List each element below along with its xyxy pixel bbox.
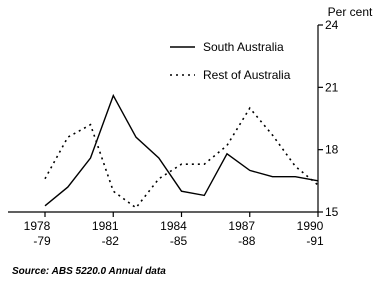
source-note: Source: ABS 5220.0 Annual data bbox=[12, 266, 166, 277]
x-tick-label-part: -82 bbox=[102, 234, 120, 248]
y-axis-label: Per cent bbox=[328, 5, 373, 19]
series-line bbox=[44, 106, 319, 209]
legend-label: Rest of Australia bbox=[203, 68, 291, 82]
y-tick-label: 21 bbox=[325, 80, 339, 94]
series-line bbox=[44, 93, 319, 207]
x-tick-label: 1981 -82 bbox=[92, 219, 119, 248]
x-tick-label-part: 1981 bbox=[92, 219, 119, 233]
y-tick-label: 15 bbox=[325, 205, 339, 219]
x-tick-label-part: -91 bbox=[306, 234, 324, 248]
x-tick-label-part: -88 bbox=[238, 234, 256, 248]
x-tick-label-part: -85 bbox=[170, 234, 188, 248]
x-tick-label-part: -79 bbox=[33, 234, 51, 248]
x-tick-label-part: 1987 bbox=[228, 219, 255, 233]
x-tick-label: 1978 -79 bbox=[24, 219, 51, 248]
x-tick-label-part: 1990 bbox=[297, 219, 324, 233]
x-tick-label: 1990 -91 bbox=[297, 219, 324, 248]
y-tick-label: 24 bbox=[325, 18, 339, 32]
x-tick-label-part: 1984 bbox=[160, 219, 187, 233]
legend-label: South Australia bbox=[203, 40, 284, 54]
x-tick-label: 1984 -85 bbox=[160, 219, 187, 248]
x-tick-label-part: 1978 bbox=[24, 219, 51, 233]
y-tick-label: 18 bbox=[325, 143, 339, 157]
x-tick-label: 1987 -88 bbox=[228, 219, 255, 248]
